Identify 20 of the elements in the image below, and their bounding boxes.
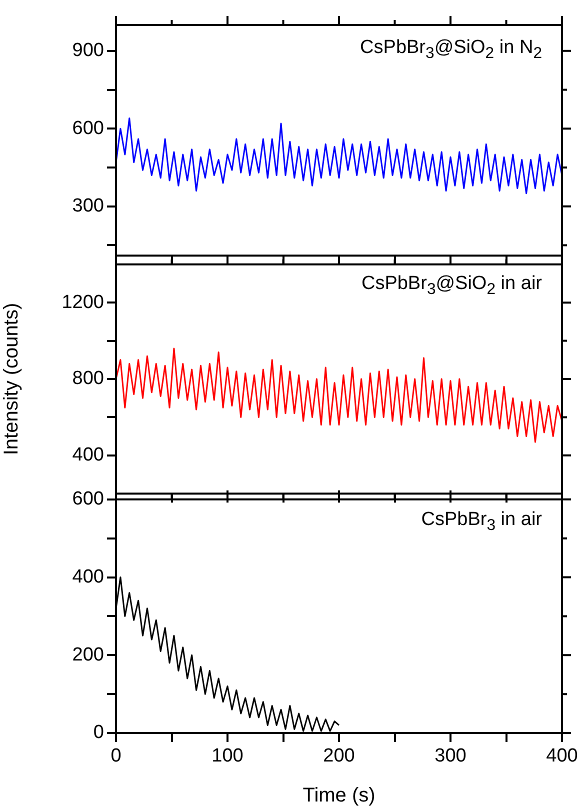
y-tick-label: 800: [72, 368, 104, 390]
x-tick-label: 200: [323, 746, 355, 767]
y-tick-label: 0: [93, 722, 104, 744]
y-tick-label: 600: [72, 118, 104, 139]
y-tick-label: 300: [72, 196, 104, 217]
annotation: CsPbBr$_{3}$@SiO$_{2}$ in air: [361, 273, 542, 299]
y-tick-label: 200: [72, 644, 104, 666]
x-axis-title: Time (s): [302, 784, 376, 807]
x-tick-label: 0: [110, 746, 122, 767]
y-tick-label: 1200: [62, 292, 104, 313]
annotation: CsPbBr$_{3}$ in air: [421, 509, 542, 535]
y-tick-label: 900: [72, 40, 104, 62]
y-tick-label: 600: [72, 488, 104, 510]
y-tick-label: 400: [72, 444, 104, 466]
y-tick-label: 400: [72, 566, 104, 588]
x-tick-label: 100: [212, 746, 244, 767]
annotation: CsPbBr$_{3}$@SiO$_{2}$ in N$_{2}$: [360, 37, 542, 63]
x-tick-label: 400: [546, 746, 578, 767]
y-axis-title: Intensity (counts): [0, 302, 23, 456]
x-tick-label: 300: [434, 746, 466, 767]
